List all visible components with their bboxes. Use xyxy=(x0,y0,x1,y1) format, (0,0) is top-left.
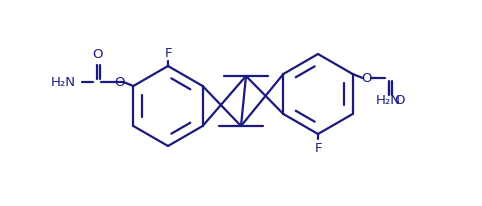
Text: H₂N: H₂N xyxy=(50,76,75,89)
Text: O: O xyxy=(395,93,405,106)
Text: O: O xyxy=(92,48,103,61)
Text: F: F xyxy=(164,47,172,60)
Text: H₂N: H₂N xyxy=(376,94,401,107)
Text: O: O xyxy=(362,72,372,85)
Text: F: F xyxy=(314,141,322,154)
Text: O: O xyxy=(114,76,125,89)
